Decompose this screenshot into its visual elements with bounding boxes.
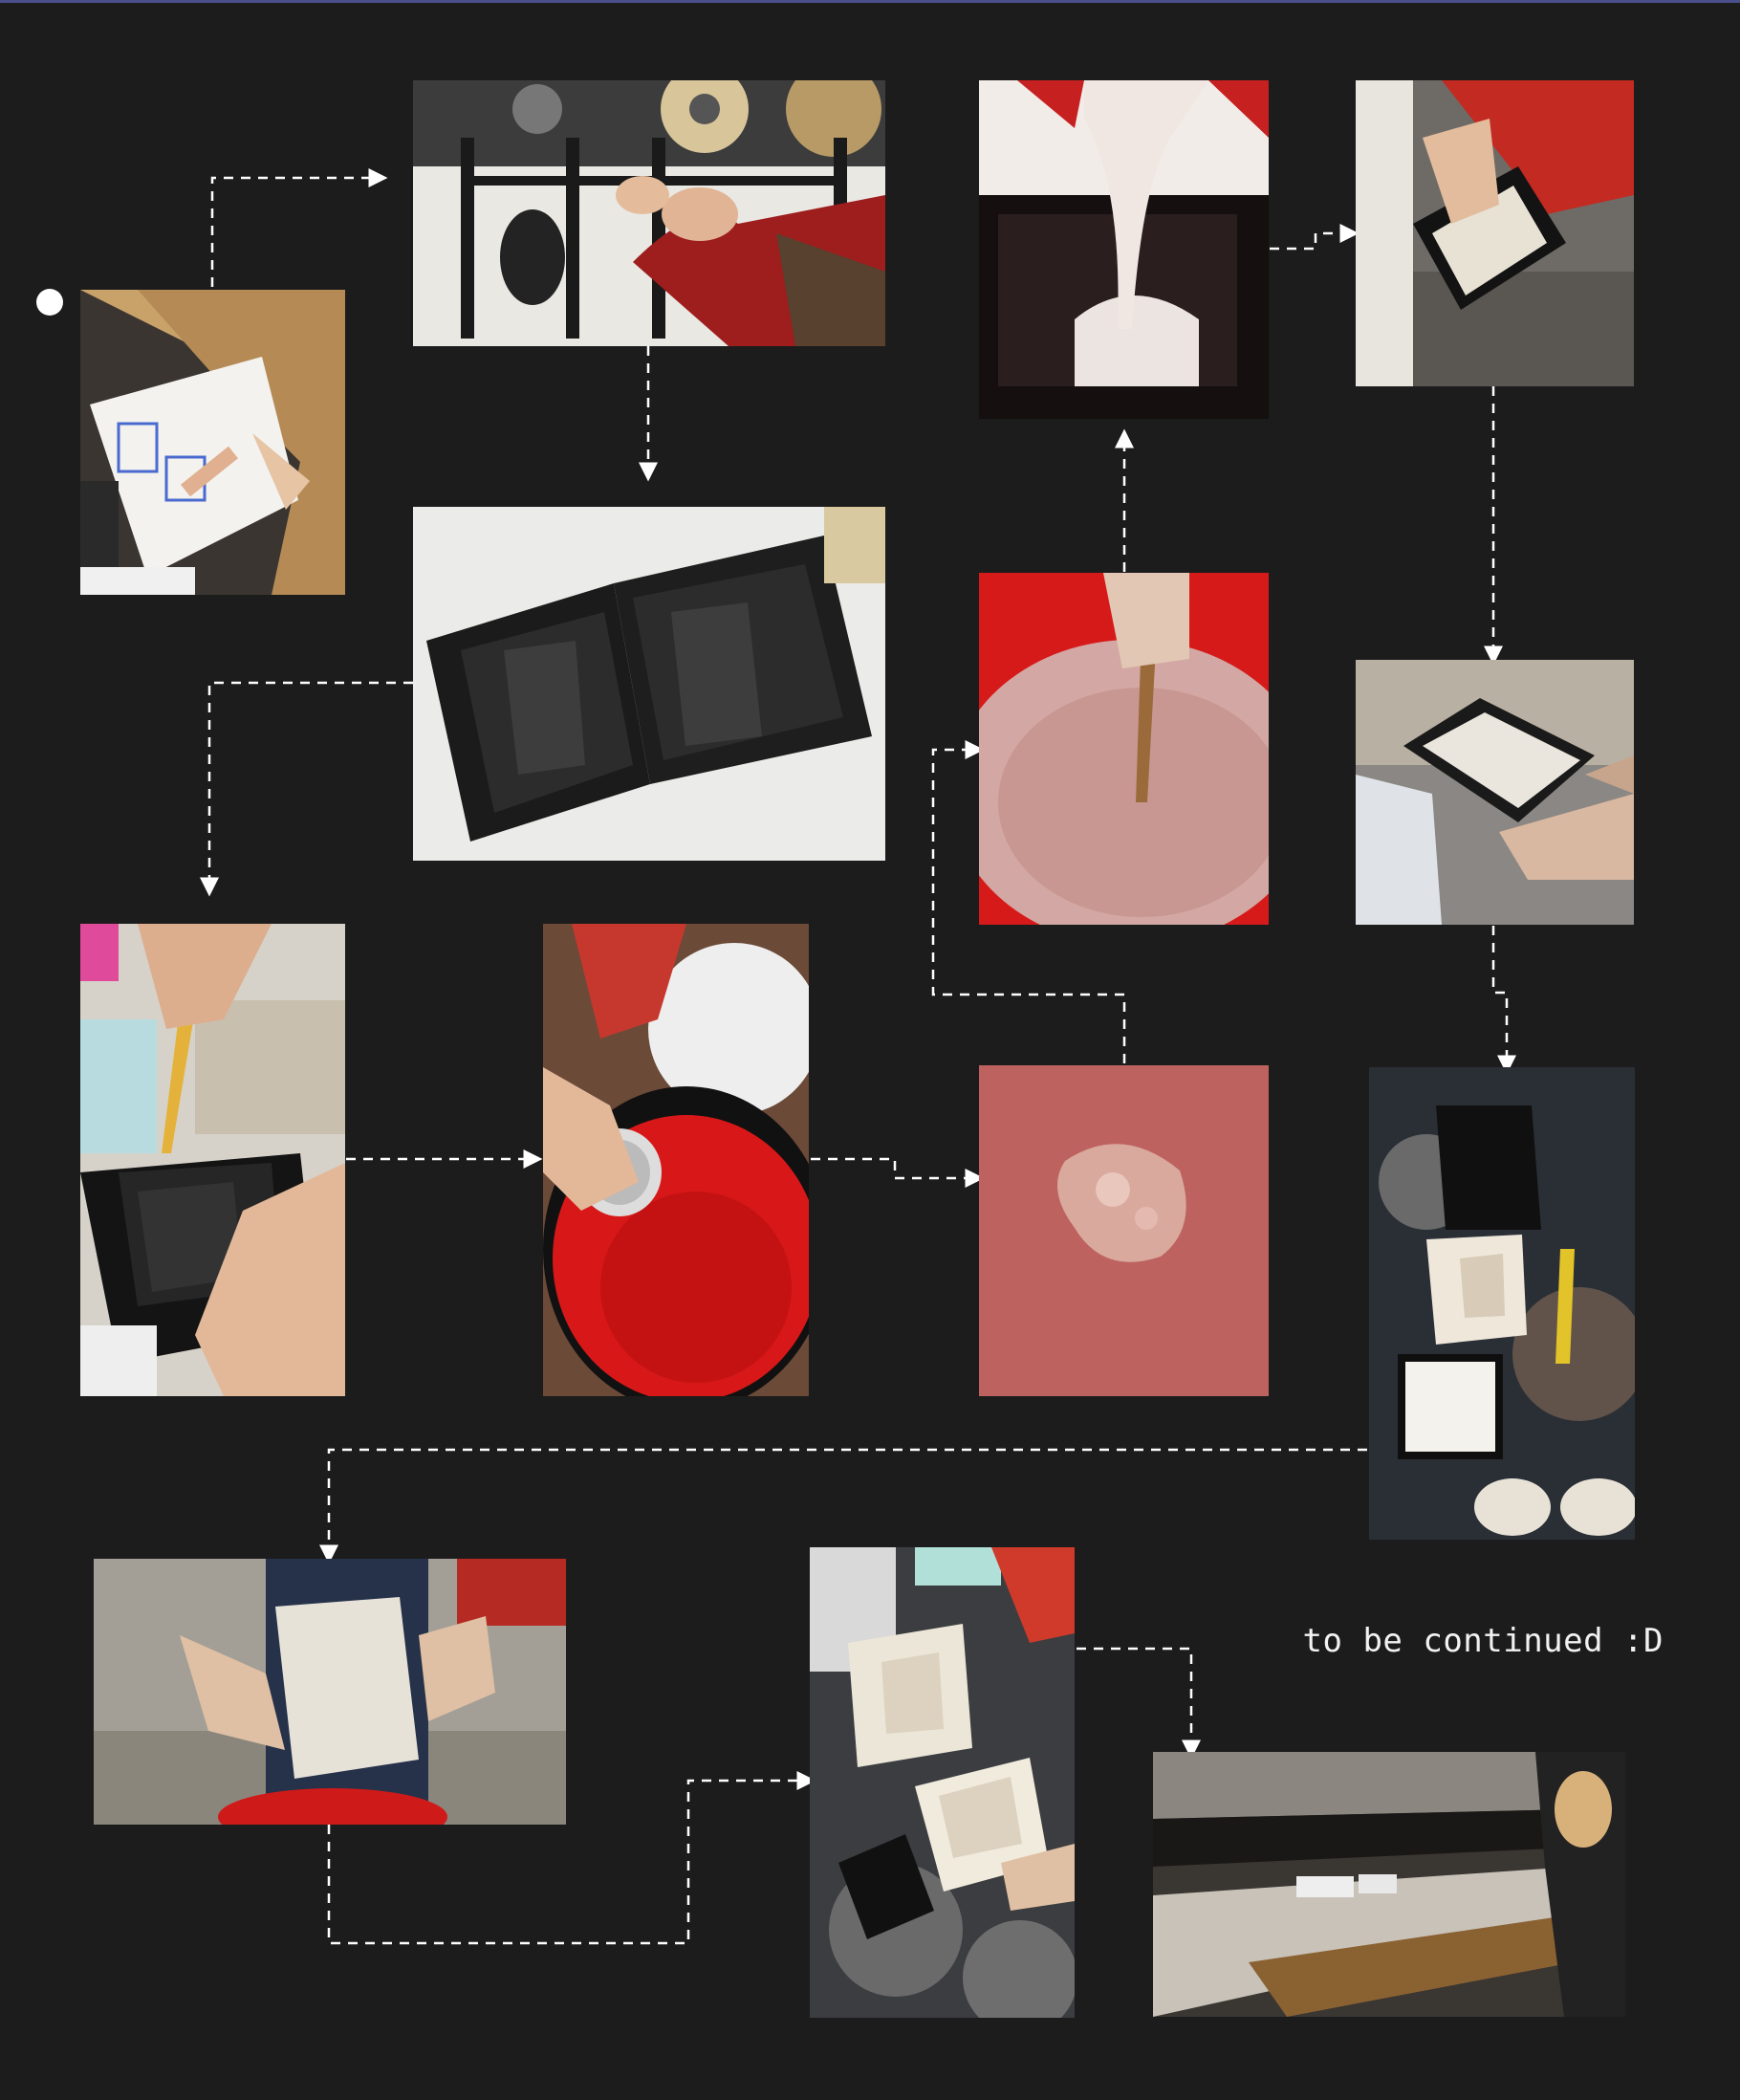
caption-text: to be continued :D xyxy=(1302,1622,1664,1660)
photo-coating-mold xyxy=(80,924,345,1396)
start-marker xyxy=(36,289,63,316)
photo-sketching-design xyxy=(80,290,345,595)
photo-holding-cast-block xyxy=(1356,660,1634,925)
photo-trimming-block xyxy=(94,1559,566,1825)
photo-powder-in-water xyxy=(979,1065,1269,1396)
connector-3 xyxy=(200,681,413,897)
photo-separated-parts xyxy=(1369,1067,1635,1540)
connector-11 xyxy=(319,1448,1367,1564)
top-accent-line xyxy=(0,0,1740,3)
connector-1 xyxy=(210,168,388,287)
photo-3d-printer-setup xyxy=(413,80,885,346)
connector-10 xyxy=(1491,926,1516,1075)
connector-5 xyxy=(811,1157,985,1188)
connector-8 xyxy=(1270,224,1359,251)
photo-plaster-scoop xyxy=(543,924,809,1396)
photo-printed-mold-halves xyxy=(413,507,885,861)
photo-mixing-plaster xyxy=(979,573,1269,925)
photo-finished-mold xyxy=(810,1547,1075,2018)
photo-demolding-block xyxy=(1356,80,1634,386)
connector-13 xyxy=(1077,1647,1201,1760)
photo-drying-oven xyxy=(1153,1752,1625,2017)
photo-pouring-plaster xyxy=(979,80,1269,419)
